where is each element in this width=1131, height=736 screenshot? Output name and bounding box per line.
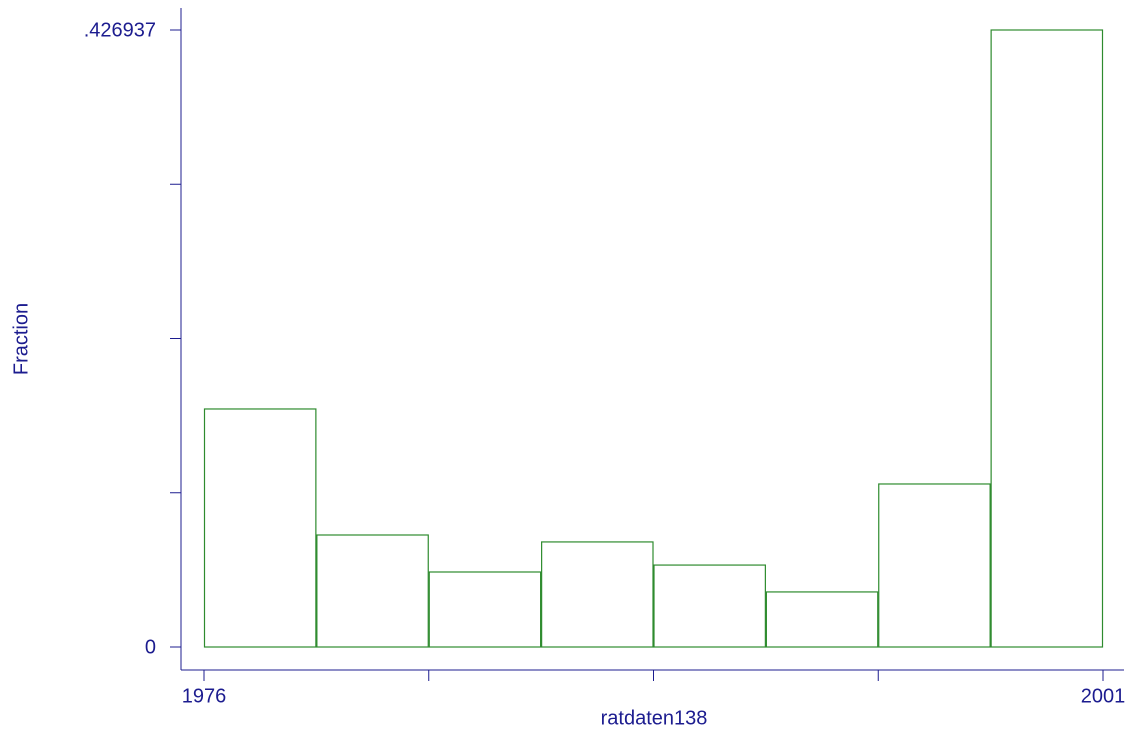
y-tick-label: 0 xyxy=(145,636,156,658)
y-tick-label: .426937 xyxy=(84,19,156,41)
bar xyxy=(990,29,1104,648)
x-tick-label: 2001 xyxy=(1081,685,1126,707)
x-tick-label: 1976 xyxy=(182,685,227,707)
y-axis-title: Fraction xyxy=(10,303,32,375)
bar xyxy=(203,408,317,648)
bar xyxy=(878,483,991,648)
bar xyxy=(541,541,654,648)
bar xyxy=(428,571,542,648)
bar xyxy=(316,534,429,648)
bar xyxy=(653,564,766,648)
bar xyxy=(765,591,879,648)
x-axis-title: ratdaten138 xyxy=(601,707,708,729)
